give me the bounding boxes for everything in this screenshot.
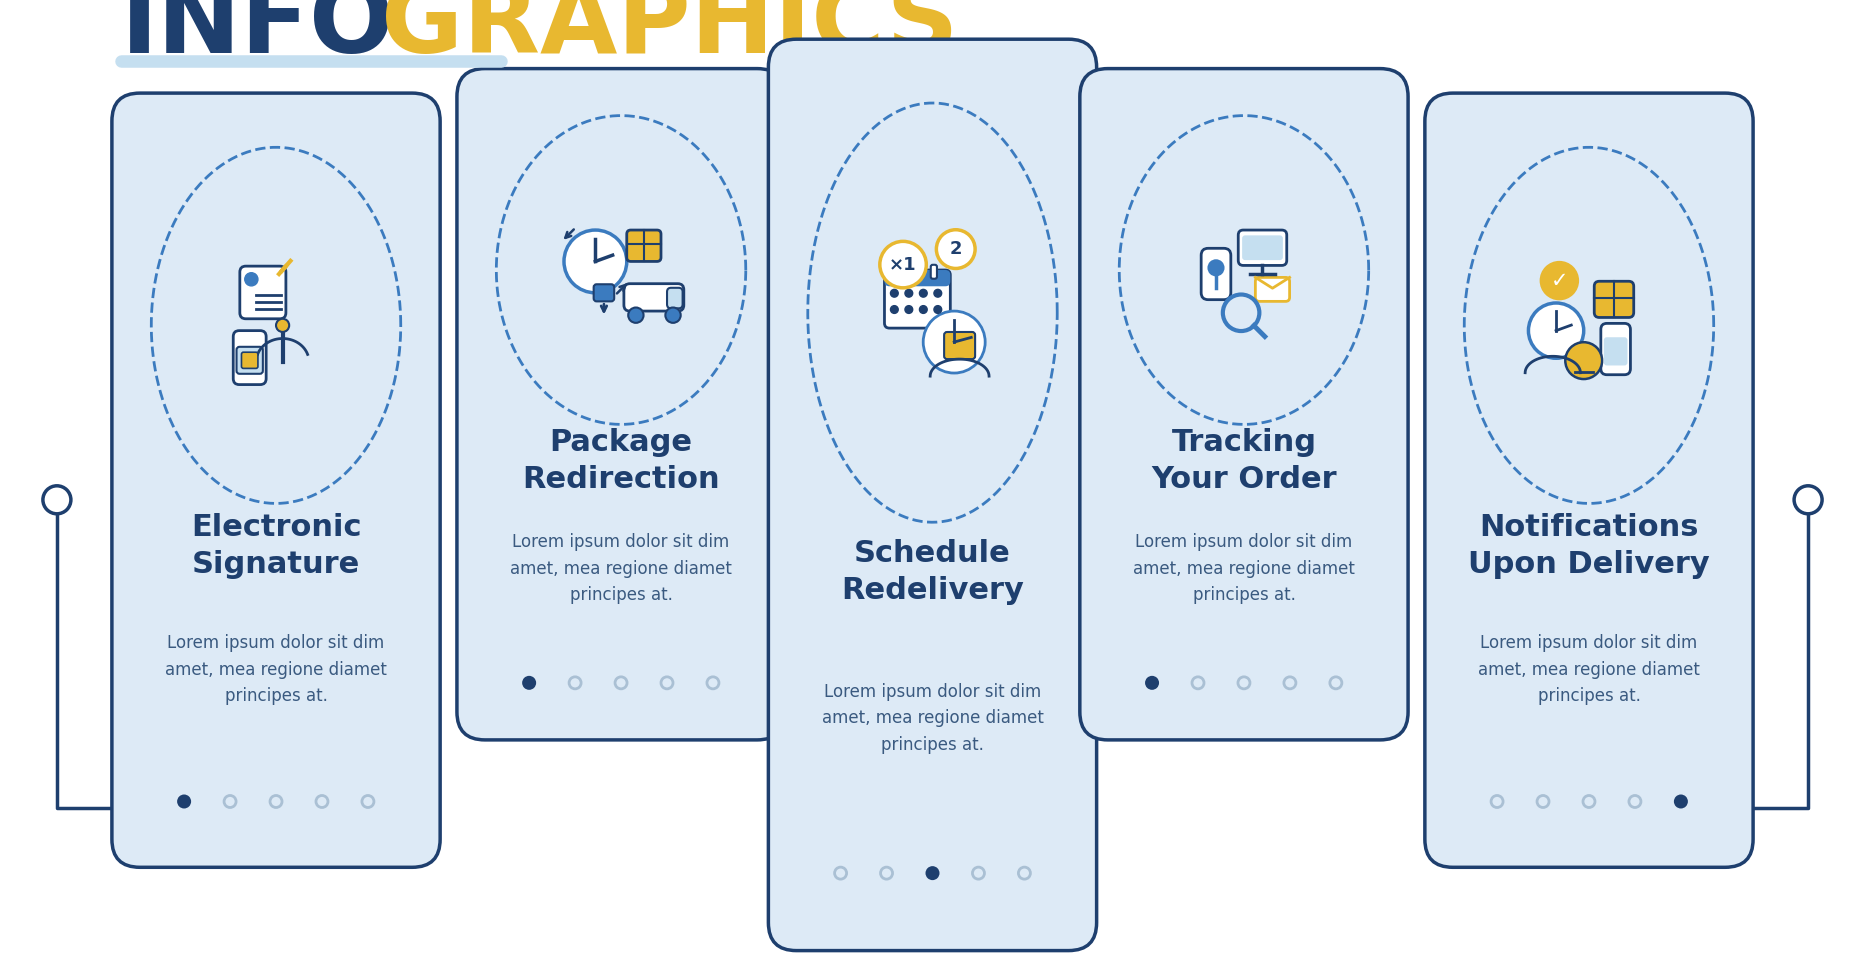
FancyBboxPatch shape [1603,337,1627,366]
FancyBboxPatch shape [768,39,1096,951]
Text: ×1: ×1 [889,256,917,273]
FancyBboxPatch shape [1599,323,1629,374]
Circle shape [43,486,71,514]
Circle shape [563,230,626,293]
FancyBboxPatch shape [897,265,904,278]
Text: GRAPHICS: GRAPHICS [380,0,958,74]
Text: Lorem ipsum dolor sit dim
amet, mea regione diamet
principes at.: Lorem ipsum dolor sit dim amet, mea regi… [1133,533,1353,604]
FancyBboxPatch shape [240,352,257,368]
Circle shape [919,289,926,297]
Text: ✓: ✓ [1549,270,1568,291]
Circle shape [880,241,926,288]
Circle shape [919,306,926,314]
FancyBboxPatch shape [237,347,263,373]
Circle shape [276,318,289,332]
FancyBboxPatch shape [1079,69,1407,740]
Circle shape [889,306,898,314]
Circle shape [1674,795,1687,808]
FancyBboxPatch shape [457,69,785,740]
Circle shape [628,308,643,322]
FancyBboxPatch shape [1424,93,1752,867]
Circle shape [1564,342,1601,379]
FancyBboxPatch shape [1241,235,1282,260]
Text: Package
Redirection: Package Redirection [522,428,720,494]
Circle shape [522,676,535,690]
Circle shape [1144,676,1158,690]
Text: Lorem ipsum dolor sit dim
amet, mea regione diamet
principes at.: Lorem ipsum dolor sit dim amet, mea regi… [822,683,1042,754]
FancyBboxPatch shape [626,230,660,262]
FancyBboxPatch shape [1238,230,1286,266]
Circle shape [244,272,257,286]
Circle shape [1528,303,1583,359]
Text: INFO: INFO [121,0,395,74]
Text: Lorem ipsum dolor sit dim
amet, mea regione diamet
principes at.: Lorem ipsum dolor sit dim amet, mea regi… [166,634,386,706]
FancyBboxPatch shape [233,330,267,384]
Circle shape [925,866,939,880]
Circle shape [934,306,941,314]
FancyBboxPatch shape [1254,277,1288,302]
FancyBboxPatch shape [884,270,951,328]
FancyBboxPatch shape [240,267,285,318]
FancyBboxPatch shape [667,288,682,309]
Circle shape [904,306,911,314]
Circle shape [889,289,898,297]
Text: Lorem ipsum dolor sit dim
amet, mea regione diamet
principes at.: Lorem ipsum dolor sit dim amet, mea regi… [511,533,731,604]
FancyBboxPatch shape [1200,248,1230,300]
FancyBboxPatch shape [593,284,613,302]
Circle shape [1206,260,1225,276]
Circle shape [1793,486,1821,514]
Text: 2: 2 [949,240,962,258]
Circle shape [1540,261,1579,300]
Circle shape [177,795,190,808]
FancyBboxPatch shape [884,270,951,286]
Text: Tracking
Your Order: Tracking Your Order [1150,428,1336,494]
Circle shape [936,229,975,269]
FancyBboxPatch shape [1594,281,1633,318]
Text: Lorem ipsum dolor sit dim
amet, mea regione diamet
principes at.: Lorem ipsum dolor sit dim amet, mea regi… [1478,634,1698,706]
Circle shape [665,308,680,322]
FancyBboxPatch shape [112,93,440,867]
Circle shape [923,311,984,373]
Text: Schedule
Redelivery: Schedule Redelivery [841,539,1023,606]
Circle shape [904,289,911,297]
FancyBboxPatch shape [624,283,684,311]
FancyBboxPatch shape [930,265,936,278]
Circle shape [934,289,941,297]
Text: Electronic
Signature: Electronic Signature [190,513,362,579]
FancyBboxPatch shape [943,332,975,359]
Text: Notifications
Upon Delivery: Notifications Upon Delivery [1467,513,1709,579]
